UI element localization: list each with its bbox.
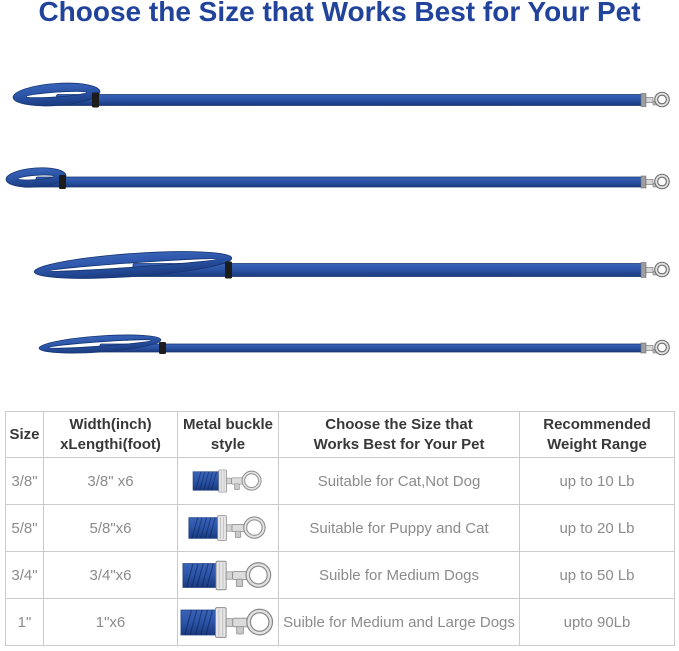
leash-illustrations [5,82,670,356]
cell-size: 5/8" [5,504,44,552]
cell-buckle [177,504,279,552]
cell-weight: upto 90Lb [519,598,675,646]
snap-hook-buckle-icon [180,552,276,598]
cell-dimensions: 1"x6 [43,598,178,646]
snap-hook-buckle-icon [180,505,276,551]
table-row: 5/8" 5/8"x6 Suitable for Puppy and Cat u… [5,504,675,552]
cell-suitability: Suible for Medium and Large Dogs [278,598,520,646]
cell-suitability: Suible for Medium Dogs [278,551,520,599]
header-suitability: Choose the Size that Works Best for Your… [278,411,520,458]
cell-suitability: Suitable for Puppy and Cat [278,504,520,552]
snap-hook-buckle-icon [180,599,276,645]
cell-dimensions: 3/4"x6 [43,551,178,599]
header-size: Size [5,411,44,458]
cell-size: 1" [5,598,44,646]
snap-hook-buckle-icon [180,458,276,504]
cell-weight: up to 50 Lb [519,551,675,599]
leash-illustration-1-inch [38,334,670,356]
table-row: 3/8" 3/8" x6 Suitable for Cat,Not Dog up… [5,457,675,505]
size-comparison-table: Size Width(inch) xLengthi(foot) Metal bu… [5,411,675,646]
page-title: Choose the Size that Works Best for Your… [38,0,641,27]
cell-size: 3/4" [5,551,44,599]
leash-illustration-5-8-inch [5,167,670,190]
table-row: 3/4" 3/4"x6 Suible for Medium Dogs up to… [5,551,675,599]
table-row: 1" 1"x6 Suible for Medium and Large Dogs… [5,598,675,646]
cell-weight: up to 10 Lb [519,457,675,505]
leash-illustration-3-8-inch [12,82,670,108]
cell-weight: up to 20 Lb [519,504,675,552]
cell-dimensions: 5/8"x6 [43,504,178,552]
cell-size: 3/8" [5,457,44,505]
cell-dimensions: 3/8" x6 [43,457,178,505]
cell-buckle [177,598,279,646]
cell-buckle [177,551,279,599]
table-header-row: Size Width(inch) xLengthi(foot) Metal bu… [5,411,675,458]
leash-illustration-3-4-inch [33,251,670,279]
cell-suitability: Suitable for Cat,Not Dog [278,457,520,505]
header-weight-range: Recommended Weight Range [519,411,675,458]
header-width-length: Width(inch) xLengthi(foot) [43,411,178,458]
cell-buckle [177,457,279,505]
header-buckle-style: Metal buckle style [177,411,279,458]
